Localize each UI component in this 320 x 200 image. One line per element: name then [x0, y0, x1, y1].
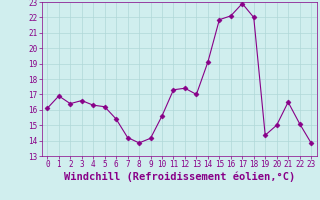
- X-axis label: Windchill (Refroidissement éolien,°C): Windchill (Refroidissement éolien,°C): [64, 172, 295, 182]
